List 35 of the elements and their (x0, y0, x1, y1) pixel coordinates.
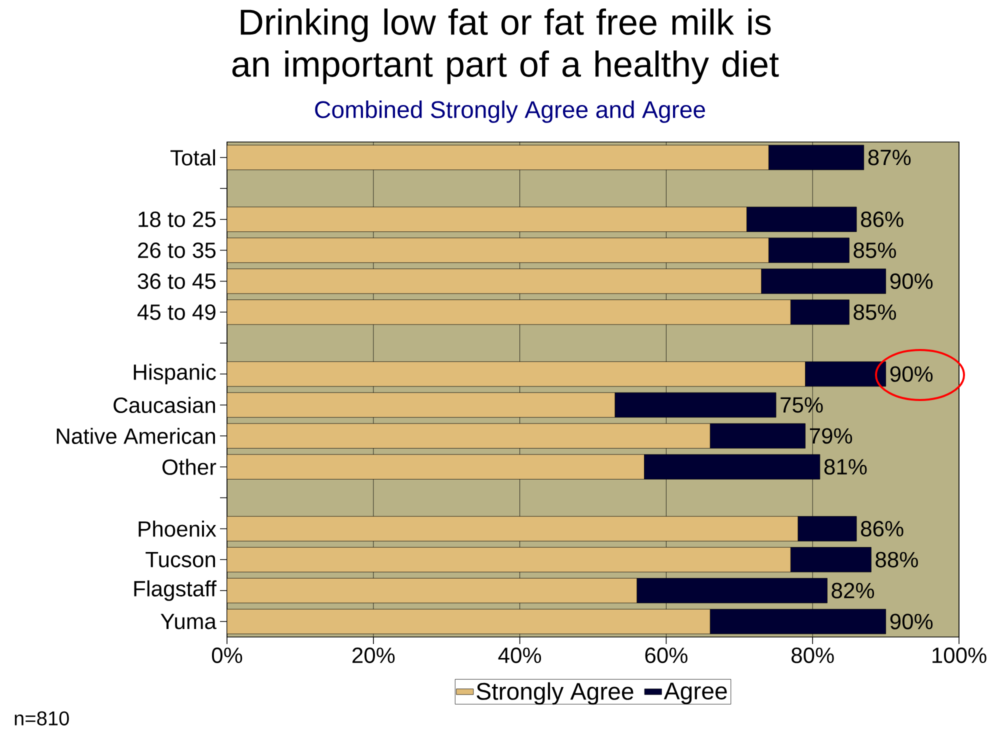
total-label: 90% (890, 273, 933, 290)
x-tick-label: 80% (792, 648, 834, 664)
text: n=810 (14, 711, 69, 726)
total-label: 90% (890, 366, 933, 382)
y-tick-label: Native American (56, 428, 215, 444)
y-tick-label: Other (162, 458, 216, 475)
chart-title: Drinking low fat or fat free milk is an important part of a healthy diet (232, 8, 779, 84)
y-tick-label: Hispanic (134, 364, 216, 384)
total-label: 85% (854, 304, 896, 320)
x-tick-label: 100% (932, 648, 986, 664)
total-label: 86% (861, 212, 904, 228)
total-label: 82% (832, 582, 874, 598)
y-tick-label: Tucson (146, 552, 216, 568)
y-tick-label: 36 to 45 (138, 273, 216, 290)
x-tick-label: 0% (212, 648, 242, 664)
total-label: 88% (876, 552, 918, 568)
total-label: 90% (890, 614, 933, 630)
y-tick-label: Caucasian (114, 396, 216, 414)
legend-label: Agree (664, 682, 727, 704)
x-tick-label: 40% (498, 648, 542, 664)
x-tick-label: 20% (352, 648, 395, 664)
total-label: 87% (868, 150, 911, 166)
y-tick-label: Flagstaff (134, 580, 216, 601)
x-tick-label: 60% (645, 648, 688, 664)
y-tick-label: 18 to 25 (138, 212, 216, 228)
total-label: 85% (854, 242, 896, 258)
total-label: 81% (824, 459, 867, 475)
y-tick-label: Total (170, 149, 216, 166)
legend-label: Strongly Agree (476, 682, 634, 705)
y-tick-label: Yuma (160, 614, 216, 630)
y-tick-label: Phoenix (138, 520, 216, 537)
chart-subtitle: Combined Strongly Agree and Agree (315, 100, 705, 123)
total-label: 86% (861, 520, 904, 537)
y-tick-label: 26 to 35 (138, 242, 216, 258)
y-tick-label: 45 to 49 (137, 304, 216, 320)
